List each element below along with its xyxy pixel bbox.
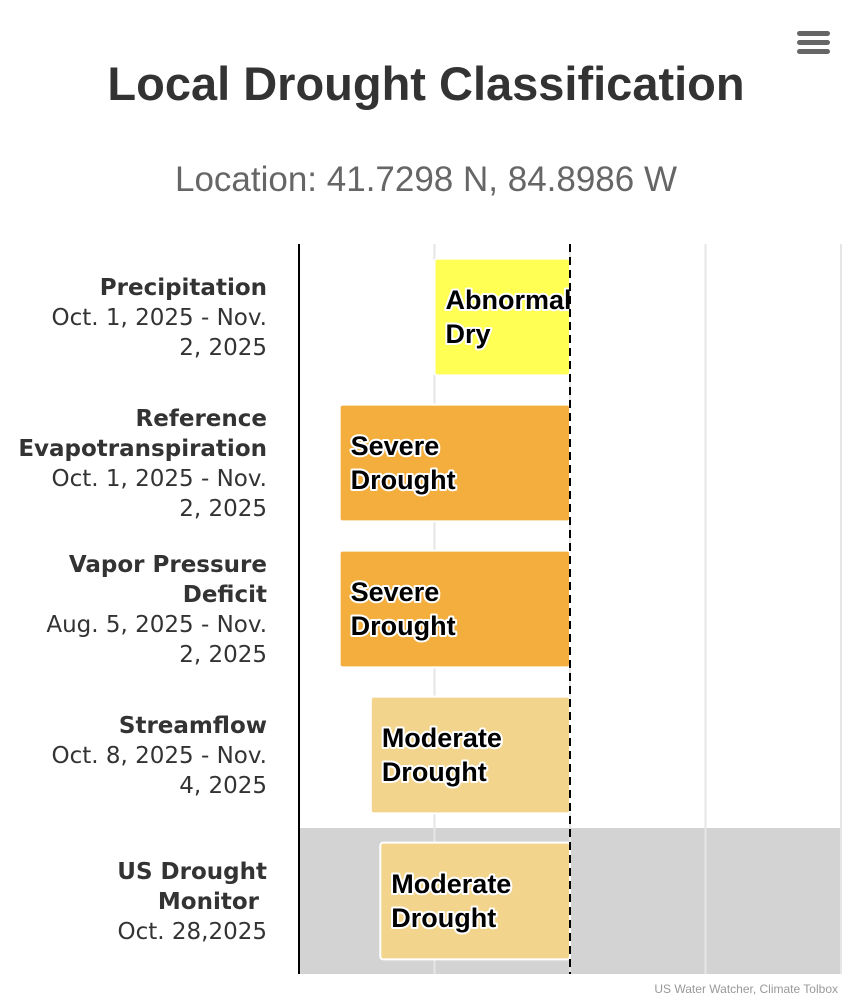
bar (433, 257, 571, 377)
category-label: Vapor Pressure Deficit Aug. 5, 2025 - Nov.… (46, 552, 267, 668)
chart-title: Local Drought Classification (107, 57, 745, 110)
category-label: Precipitation Oct. 1, 2025 - Nov. 2, 2025 (51, 275, 267, 361)
bar (379, 841, 571, 961)
bar-label: Severe Drought (351, 577, 456, 641)
bar-label: Severe Drought (351, 431, 456, 495)
credits-link[interactable]: US Water Watcher, Climate Tolbox (654, 982, 838, 996)
bar (369, 695, 571, 815)
category-label: US Drought Monitor Oct. 28,2025 (117, 859, 267, 945)
bar-label: Abnormal Dry (446, 285, 572, 349)
chart-subtitle: Location: 41.7298 N, 84.8986 W (174, 160, 677, 199)
bar-label: Moderate Drought (382, 723, 502, 787)
bar-label: Moderate Drought (391, 869, 511, 933)
bar (338, 403, 571, 523)
bar (338, 549, 571, 669)
category-label: Streamflow Oct. 8, 2025 - Nov. 4, 2025 (51, 713, 267, 799)
category-label: Reference Evapotranspiration Oct. 1, 2025 … (18, 406, 267, 522)
hamburger-menu-icon[interactable] (792, 28, 834, 60)
